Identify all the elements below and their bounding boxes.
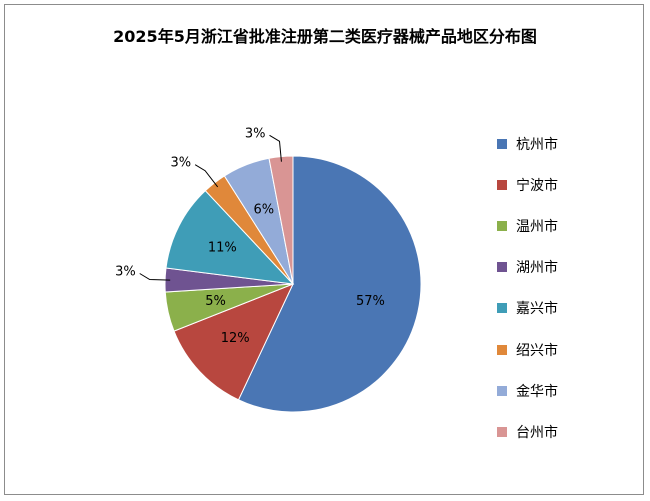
legend-swatch [497, 385, 507, 396]
slice-label-2: 12% [221, 331, 250, 346]
slice-label-5: 11% [208, 240, 237, 255]
legend-swatch [497, 262, 507, 273]
legend-swatch [497, 138, 507, 149]
leader-line-6 [194, 164, 219, 188]
slice-label-6: 3% [171, 156, 192, 171]
legend-label: 杭州市 [516, 136, 558, 153]
legend-label: 温州市 [516, 218, 558, 235]
pie-chart: 57% 12% 5% 3% 11% 3% 6% 3% [115, 126, 422, 413]
legend-swatch [497, 220, 507, 231]
legend-swatch [497, 303, 507, 314]
legend-item-4: 湖州市 [497, 247, 558, 288]
slice-label-1: 57% [356, 294, 385, 309]
legend-item-7: 金华市 [497, 370, 558, 411]
legend-label: 湖州市 [516, 260, 558, 277]
slice-label-7: 6% [253, 203, 274, 218]
slice-label-4: 3% [115, 264, 136, 279]
legend-label: 台州市 [516, 424, 558, 441]
legend-swatch [497, 179, 507, 190]
pie-slice-2 [173, 283, 294, 401]
legend-swatch [497, 426, 507, 437]
chart-frame: 2025年5月浙江省批准注册第二类医疗器械产品地区分布图 57% 12% 5% 3% 1… [4, 4, 644, 495]
slice-label-3: 5% [205, 294, 226, 309]
pie-slice-1 [237, 155, 422, 413]
slice-label-8: 3% [245, 126, 266, 141]
legend-label: 绍兴市 [516, 342, 558, 359]
chart-title: 2025年5月浙江省批准注册第二类医疗器械产品地区分布图 [113, 27, 537, 46]
legend-label: 金华市 [516, 383, 558, 400]
legend-swatch [497, 344, 507, 355]
leader-line-8 [269, 134, 282, 162]
legend-item-2: 宁波市 [497, 164, 558, 205]
pie-slice-5 [165, 189, 295, 285]
legend-item-3: 温州市 [497, 205, 558, 246]
leader-line-4 [139, 273, 171, 281]
legend-label: 嘉兴市 [516, 301, 558, 318]
legend-item-6: 绍兴市 [497, 329, 558, 370]
legend: 杭州市宁波市温州市湖州市嘉兴市绍兴市金华市台州市 [497, 123, 558, 453]
legend-item-5: 嘉兴市 [497, 288, 558, 329]
legend-item-8: 台州市 [497, 411, 558, 452]
legend-item-1: 杭州市 [497, 123, 558, 164]
legend-label: 宁波市 [516, 177, 558, 194]
